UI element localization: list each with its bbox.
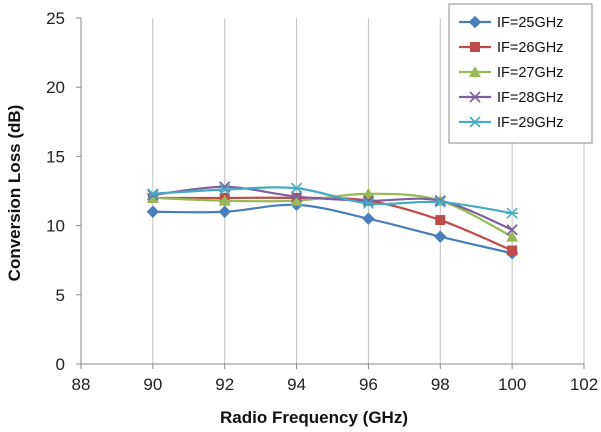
data-point-s4-94 [290, 190, 303, 203]
data-point-s5-100 [506, 207, 519, 219]
x-tick-label-102: 102 [570, 375, 598, 394]
legend-entry-3: IF=27GHz [459, 65, 563, 81]
legend-label-5: IF=29GHz [497, 115, 563, 131]
legend: IF=25GHz IF=26GHz IF=27GHz IF=28GHz IF=29GHz [448, 3, 593, 144]
y-tick-label-25: 25 [46, 9, 65, 28]
data-point-s5-98 [434, 196, 447, 208]
y-tick-label-0: 0 [56, 355, 65, 374]
legend-label-3: IF=27GHz [497, 65, 563, 81]
legend-marker-3 [469, 66, 481, 77]
x-tick-label-96: 96 [359, 375, 378, 394]
gridlines [152, 18, 585, 364]
data-point-s3-96 [362, 187, 375, 199]
x-axis-title: Radio Frequency (GHz) [220, 408, 408, 427]
data-point-s3-90 [146, 191, 159, 203]
legend-entry-2: IF=26GHz [459, 40, 563, 56]
legend-marker-1 [468, 15, 482, 29]
legend-marker-4 [469, 91, 481, 103]
legend-entry-1: IF=25GHz [459, 15, 563, 31]
legend-entry-5: IF=29GHz [459, 115, 563, 131]
legend-label-2: IF=26GHz [497, 40, 563, 56]
data-point-s4-98 [434, 195, 446, 207]
plot-area [146, 181, 519, 260]
data-point-s1-92 [218, 205, 231, 218]
x-tick-label-98: 98 [431, 375, 450, 394]
x-tick-label-100: 100 [498, 375, 526, 394]
y-tick-label-10: 10 [46, 217, 65, 236]
y-tick-label-20: 20 [46, 78, 65, 97]
data-point-s1-98 [434, 230, 447, 243]
data-point-s5-96 [362, 197, 375, 210]
x-tick-label-90: 90 [143, 375, 162, 394]
y-tick-label-5: 5 [56, 286, 65, 305]
data-point-s5-90 [146, 188, 159, 200]
data-point-s3-94 [290, 194, 303, 206]
series-5 [146, 182, 519, 219]
data-point-s3-100 [506, 230, 519, 242]
data-point-s5-94 [290, 182, 303, 194]
data-point-s1-90 [146, 205, 160, 218]
legend-label-4: IF=28GHz [497, 90, 563, 106]
legend-label-1: IF=25GHz [497, 15, 563, 31]
legend-marker-5 [469, 116, 481, 128]
data-point-s5-92 [218, 184, 231, 196]
x-tick-label-94: 94 [287, 375, 306, 394]
data-point-s2-98 [435, 215, 446, 226]
legend-entry-4: IF=28GHz [459, 90, 563, 106]
tick-labels: 88 90 92 94 96 98 100 102 0 5 10 15 20 25 [46, 9, 598, 394]
data-point-s2-100 [507, 245, 518, 256]
series-line-1 [152, 203, 513, 255]
series-line-5 [152, 186, 513, 215]
data-point-s4-90 [147, 189, 159, 201]
y-axis-title: Conversion Loss (dB) [5, 105, 24, 282]
data-point-s4-100 [506, 224, 518, 236]
axes [76, 17, 585, 369]
data-point-s1-96 [362, 212, 375, 225]
y-tick-label-15: 15 [46, 147, 65, 166]
legend-marker-2 [470, 42, 480, 52]
x-tick-label-88: 88 [72, 375, 91, 394]
data-point-s3-92 [218, 194, 231, 206]
x-tick-label-92: 92 [215, 375, 234, 394]
